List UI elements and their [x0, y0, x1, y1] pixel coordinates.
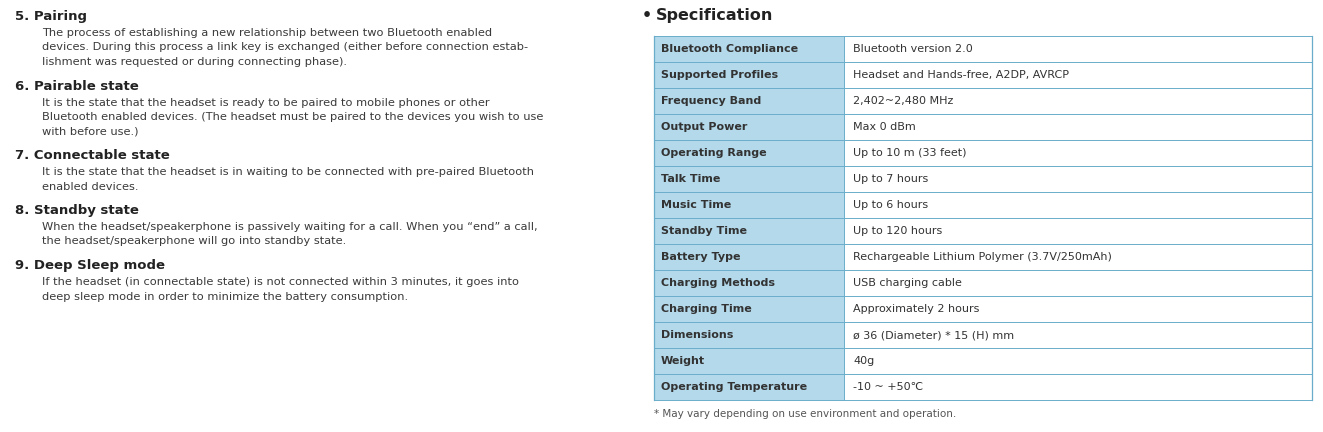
Text: 5. Pairing: 5. Pairing [15, 10, 87, 23]
Text: Operating Temperature: Operating Temperature [660, 382, 807, 392]
Bar [844, 296, 1312, 322]
Text: Bluetooth enabled devices. (The headset must be paired to the devices you wish t: Bluetooth enabled devices. (The headset … [42, 112, 544, 122]
Bar [844, 140, 1312, 166]
Text: Talk Time: Talk Time [660, 174, 720, 184]
Text: Rechargeable Lithium Polymer (3.7V/250mAh): Rechargeable Lithium Polymer (3.7V/250mA… [853, 252, 1111, 262]
Bar [654, 296, 844, 322]
Text: If the headset (in connectable state) is not connected within 3 minutes, it goes: If the headset (in connectable state) is… [42, 277, 519, 287]
Text: Up to 10 m (33 feet): Up to 10 m (33 feet) [853, 148, 967, 158]
Bar [844, 270, 1312, 296]
Text: It is the state that the headset is ready to be paired to mobile phones or other: It is the state that the headset is read… [42, 98, 490, 108]
Bar [654, 114, 844, 140]
Bar [844, 348, 1312, 374]
Text: Up to 6 hours: Up to 6 hours [853, 200, 929, 210]
Bar [654, 140, 844, 166]
Text: Approximately 2 hours: Approximately 2 hours [853, 304, 979, 314]
Bar [654, 88, 844, 114]
Text: the headset/speakerphone will go into standby state.: the headset/speakerphone will go into st… [42, 236, 347, 247]
Bar [844, 322, 1312, 348]
Text: Up to 120 hours: Up to 120 hours [853, 226, 942, 236]
Text: Bluetooth Compliance: Bluetooth Compliance [660, 44, 798, 54]
Text: 6. Pairable state: 6. Pairable state [15, 79, 139, 92]
Text: Charging Methods: Charging Methods [660, 278, 774, 288]
Text: Music Time: Music Time [660, 200, 730, 210]
Bar [654, 166, 844, 192]
Text: with before use.): with before use.) [42, 127, 139, 137]
Text: * May vary depending on use environment and operation.: * May vary depending on use environment … [654, 409, 955, 419]
Bar [844, 244, 1312, 270]
Text: Output Power: Output Power [660, 122, 747, 132]
Text: Operating Range: Operating Range [660, 148, 766, 158]
Text: It is the state that the headset is in waiting to be connected with pre-paired B: It is the state that the headset is in w… [42, 167, 534, 177]
Bar [654, 244, 844, 270]
Bar [844, 114, 1312, 140]
Text: Max 0 dBm: Max 0 dBm [853, 122, 916, 132]
Bar [844, 192, 1312, 218]
Text: Weight: Weight [660, 356, 705, 366]
Bar [654, 36, 844, 62]
Text: •: • [642, 8, 652, 23]
Bar [654, 348, 844, 374]
Text: Headset and Hands-free, A2DP, AVRCP: Headset and Hands-free, A2DP, AVRCP [853, 70, 1069, 80]
Text: The process of establishing a new relationship between two Bluetooth enabled: The process of establishing a new relati… [42, 28, 492, 38]
Bar [654, 192, 844, 218]
Text: USB charging cable: USB charging cable [853, 278, 962, 288]
Text: Specification: Specification [656, 8, 773, 23]
Text: 2,402~2,480 MHz: 2,402~2,480 MHz [853, 96, 954, 106]
Text: 9. Deep Sleep mode: 9. Deep Sleep mode [15, 259, 165, 272]
Text: deep sleep mode in order to minimize the battery consumption.: deep sleep mode in order to minimize the… [42, 292, 407, 302]
Bar [844, 62, 1312, 88]
Bar [844, 374, 1312, 400]
Bar [844, 166, 1312, 192]
Text: 8. Standby state: 8. Standby state [15, 204, 139, 217]
Bar [654, 322, 844, 348]
Text: Standby Time: Standby Time [660, 226, 746, 236]
Text: lishment was requested or during connecting phase).: lishment was requested or during connect… [42, 57, 347, 67]
Text: Bluetooth version 2.0: Bluetooth version 2.0 [853, 44, 972, 54]
Text: enabled devices.: enabled devices. [42, 181, 139, 191]
Bar [654, 62, 844, 88]
Bar [654, 374, 844, 400]
Bar [844, 36, 1312, 62]
Text: -10 ~ +50℃: -10 ~ +50℃ [853, 382, 923, 392]
Text: ø 36 (Diameter) * 15 (H) mm: ø 36 (Diameter) * 15 (H) mm [853, 330, 1015, 340]
Text: 7. Connectable state: 7. Connectable state [15, 149, 169, 162]
Text: Battery Type: Battery Type [660, 252, 740, 262]
Text: When the headset/speakerphone is passively waiting for a call. When you “end” a : When the headset/speakerphone is passive… [42, 222, 537, 232]
Text: Dimensions: Dimensions [660, 330, 733, 340]
Text: Supported Profiles: Supported Profiles [660, 70, 778, 80]
Text: Frequency Band: Frequency Band [660, 96, 761, 106]
Text: Charging Time: Charging Time [660, 304, 751, 314]
Bar [654, 270, 844, 296]
Text: Up to 7 hours: Up to 7 hours [853, 174, 929, 184]
Bar [844, 88, 1312, 114]
Bar [654, 218, 844, 244]
Bar [844, 218, 1312, 244]
Text: 40g: 40g [853, 356, 875, 366]
Text: devices. During this process a link key is exchanged (either before connection e: devices. During this process a link key … [42, 42, 528, 53]
